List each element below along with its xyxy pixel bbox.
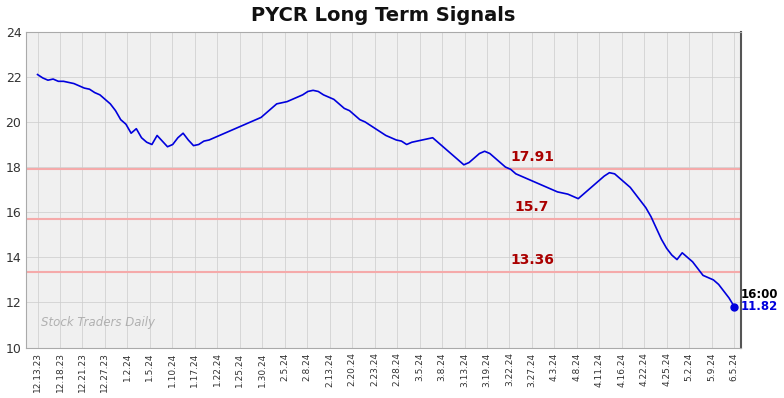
Text: 17.91: 17.91 (510, 150, 554, 164)
Text: 15.7: 15.7 (515, 200, 549, 214)
Text: Stock Traders Daily: Stock Traders Daily (41, 316, 154, 329)
Text: 16:00: 16:00 (741, 288, 779, 300)
Text: 11.82: 11.82 (741, 300, 779, 313)
Text: 13.36: 13.36 (510, 253, 554, 267)
Title: PYCR Long Term Signals: PYCR Long Term Signals (252, 6, 516, 25)
